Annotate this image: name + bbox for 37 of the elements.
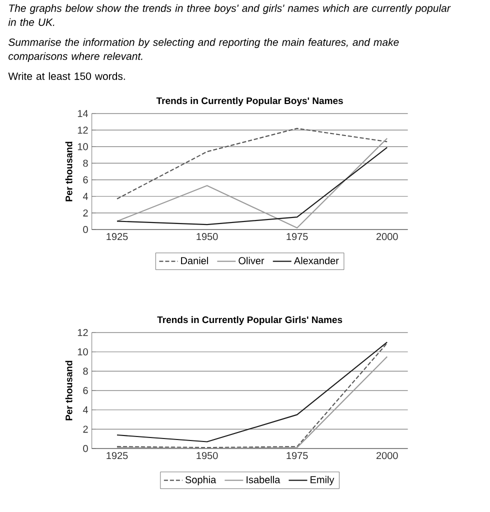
legend-label: Daniel [181, 256, 208, 264]
x-tick-label: 2000 [376, 233, 398, 240]
legend-label: Alexander [294, 256, 339, 264]
y-tick-label: 4 [82, 192, 88, 200]
y-tick-label: 2 [83, 209, 88, 216]
y-tick-label: 6 [83, 386, 88, 394]
y-tick-label: 8 [83, 160, 88, 167]
y-tick-label: 12 [78, 126, 88, 134]
legend-label: Sophia [185, 476, 216, 486]
y-tick-label: 10 [78, 143, 88, 150]
x-tick-label: 1975 [286, 452, 308, 460]
legend-label: Oliver [238, 256, 264, 264]
x-tick-label: 1950 [196, 233, 218, 240]
chart-title: Trends in Currently Popular Girls' Names [157, 316, 342, 326]
y-axis-title: Per thousand [65, 360, 72, 420]
x-tick-label: 1925 [106, 452, 128, 460]
x-tick-label: 1925 [106, 233, 128, 240]
chart-title: Trends in Currently Popular Boys' Names [156, 97, 343, 106]
y-tick-label: 2 [83, 426, 88, 433]
y-tick-label: 10 [78, 348, 88, 356]
legend-label: Isabella [246, 476, 280, 484]
text: Summarise the information by selecting and reporting the main features, and make comparisons where relevant. [8, 38, 399, 62]
y-tick-label: 6 [83, 176, 88, 184]
legend-label: Emily [310, 476, 334, 486]
y-tick-label: 8 [83, 368, 88, 375]
text: Write at least 150 words. [8, 72, 125, 80]
x-tick-label: 1950 [196, 452, 218, 460]
y-tick-label: 12 [78, 329, 88, 336]
text: The graphs below show the trends in three boys' and girls' names which are currently popular in the UK. [8, 4, 451, 26]
y-tick-label: 0 [83, 226, 88, 234]
x-tick-label: 2000 [376, 452, 398, 460]
line-series [116, 128, 388, 200]
y-tick-label: 4 [82, 406, 88, 414]
y-tick-label: 0 [83, 444, 88, 452]
x-tick-label: 1975 [286, 233, 308, 240]
y-axis-title: Per thousand [65, 142, 72, 202]
y-tick-label: 14 [78, 110, 88, 117]
